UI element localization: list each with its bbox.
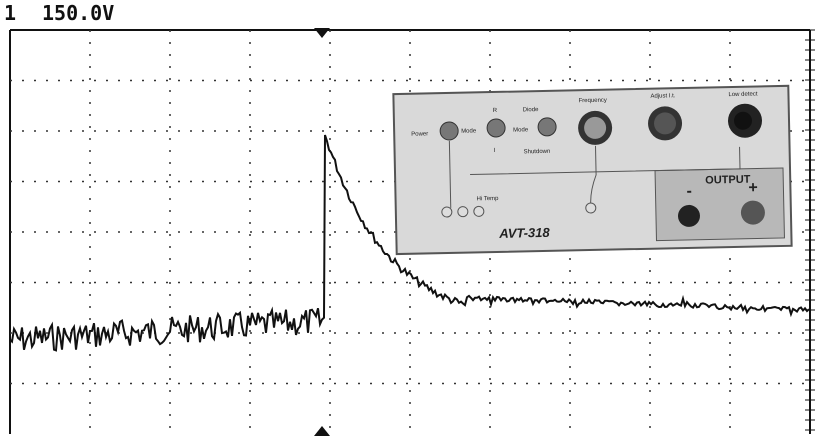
minus-label: - [686,183,692,200]
led [441,206,453,218]
switch [486,118,506,138]
panel-lines [448,140,741,208]
knob [654,112,677,135]
led [457,206,469,218]
panel-label: Hi Temp [477,196,500,202]
jack [740,200,765,225]
scale-label: 150.0V [42,1,114,25]
panel-label: Shutdown [524,149,551,156]
jack [677,204,700,227]
panel-label: Mode [461,128,477,134]
switch [439,121,459,141]
panel-label: Low detect [728,91,757,98]
model-label: AVT-318 [498,225,550,241]
device-photo: Power Mode R I Diode Mode Shutdown Frequ… [392,84,793,256]
panel-label: Power [411,131,428,137]
panel-label: I [494,148,496,154]
panel-label: Frequency [578,98,606,105]
channel-label: 1 [4,1,16,25]
waveform [9,134,810,352]
panel-label: Mode [513,127,529,133]
panel-label: Adjust I.t. [650,93,675,100]
output-label: OUTPUT [705,174,751,187]
knob [584,116,607,139]
knob [734,111,753,130]
led [473,205,485,217]
trigger-marker [314,426,330,436]
led [585,202,597,214]
graticule [9,29,815,434]
switch [537,117,557,137]
plus-label: + [748,179,758,196]
trigger-marker [314,28,330,38]
panel-label: Diode [523,107,539,113]
panel-label: R [493,108,498,114]
